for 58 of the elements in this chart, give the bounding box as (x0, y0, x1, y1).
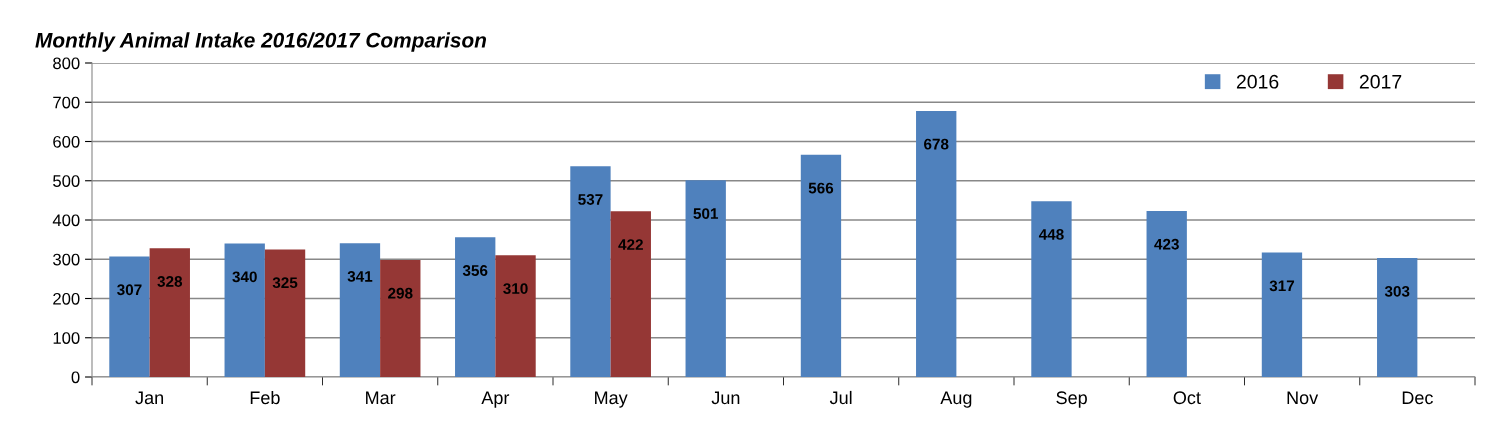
data-label: 356 (462, 265, 488, 276)
data-label: 448 (1038, 228, 1064, 240)
bar (1377, 258, 1418, 377)
bar (1031, 201, 1072, 377)
y-tick-label: 600 (53, 135, 80, 148)
bar (264, 249, 306, 377)
bar (685, 180, 726, 377)
y-tick-label: 200 (53, 292, 80, 305)
data-label: 678 (924, 138, 949, 150)
y-tick-label: 300 (53, 253, 80, 266)
y-tick-label: 0 (71, 371, 80, 384)
bar (109, 256, 150, 377)
x-tick-label: Feb (250, 390, 280, 405)
data-label: 501 (693, 208, 719, 219)
bar (1261, 252, 1303, 377)
x-tick-label: Jun (711, 391, 740, 405)
x-tick-label: Mar (366, 391, 396, 405)
bar (570, 166, 611, 377)
data-label: 537 (578, 194, 603, 205)
data-label: 303 (1384, 285, 1410, 297)
x-tick-label: May (595, 391, 628, 408)
chart-title: Monthly Animal Intake 2016/2017 Comparison (35, 32, 487, 52)
bar (1146, 210, 1187, 377)
bar (495, 255, 536, 377)
bar (610, 211, 651, 377)
x-tick-label: Oct (1173, 391, 1201, 405)
x-tick-label: Jul (829, 390, 852, 405)
bar (455, 237, 496, 377)
bar (149, 248, 190, 377)
x-tick-label: Aug (940, 391, 972, 408)
y-tick-label: 700 (53, 96, 80, 109)
bar (916, 110, 957, 377)
data-label: 310 (503, 283, 528, 294)
data-label: 422 (618, 239, 643, 250)
legend-label: 2016 (1236, 74, 1279, 89)
bar (224, 243, 265, 377)
x-tick-label: Dec (1402, 391, 1433, 405)
bar (800, 154, 842, 377)
data-label: 307 (117, 284, 142, 296)
y-tick-label: 500 (53, 175, 80, 187)
data-label: 566 (808, 182, 834, 194)
data-label: 298 (388, 287, 413, 299)
x-tick-label: Sep (1056, 391, 1087, 408)
bar (339, 243, 381, 377)
data-label: 317 (1269, 280, 1295, 292)
bar (380, 260, 421, 377)
x-tick-label: Jan (135, 391, 164, 405)
legend-label: 2017 (1359, 74, 1402, 89)
data-label: 341 (347, 270, 373, 282)
y-tick-label: 100 (53, 332, 80, 344)
y-tick-label: 800 (53, 57, 80, 70)
data-label: 325 (272, 277, 298, 289)
y-tick-label: 400 (52, 214, 80, 227)
x-tick-label: Apr (481, 391, 510, 408)
x-tick-label: Nov (1287, 391, 1319, 405)
data-label: 423 (1154, 238, 1179, 250)
data-label: 340 (232, 271, 257, 283)
data-label: 328 (157, 276, 183, 287)
